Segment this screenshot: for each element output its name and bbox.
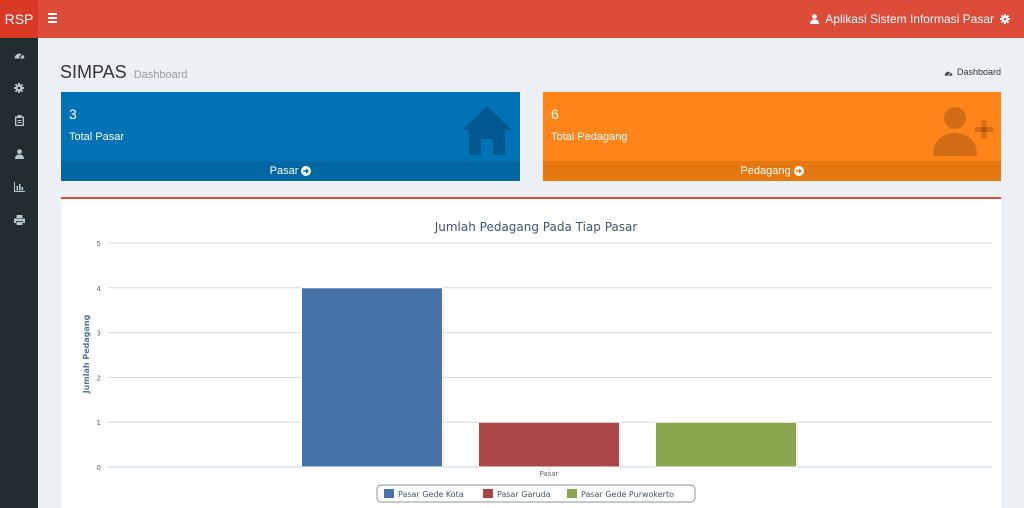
pedagang-label: Total Pedagang (551, 131, 628, 143)
home-icon (462, 106, 512, 155)
chart-legend-swatch (567, 489, 577, 498)
user-icon (810, 14, 820, 24)
chart-bar[interactable] (301, 287, 443, 468)
page-title-text: SIMPAS (60, 62, 127, 82)
info-box-pedagang: 6 Total Pedagang Pedagang (543, 92, 1001, 181)
chart-y-tick-label: 1 (97, 419, 101, 427)
chart-y-axis-label: Jumlah Pedagang (82, 314, 91, 394)
info-box-pasar: 3 Total Pasar Pasar (61, 92, 520, 181)
chart-legend: Pasar Gede Kota Pasar Garuda Pasar Gede Pu… (376, 484, 696, 503)
print-icon (13, 214, 25, 225)
chart-legend-swatch (483, 489, 493, 498)
user-icon (14, 148, 24, 159)
chart-y-tick-label: 2 (97, 374, 101, 382)
sidebar-item-settings[interactable] (0, 71, 38, 104)
dashboard-icon (944, 71, 953, 76)
chart-x-axis-label: Pasar (539, 470, 558, 478)
breadcrumb[interactable]: Dashboard (944, 67, 1001, 77)
pasar-count: 3 (69, 106, 77, 122)
pedagang-link-label: Pedagang (740, 165, 791, 177)
chart-y-tick-label: 3 (97, 330, 101, 338)
arrow-circle-right-icon (301, 166, 312, 176)
chart-legend-label[interactable]: Pasar Gede Purwokerto (581, 490, 674, 499)
chart-panel: Jumlah Pedagang Pada Tiap Pasar Jumlah P… (61, 197, 1001, 508)
sidebar-item-report[interactable] (0, 170, 38, 203)
pasar-label: Total Pasar (69, 131, 125, 143)
bar-chart-icon (13, 181, 25, 192)
clipboard-icon (14, 115, 24, 126)
sidebar-item-print[interactable] (0, 203, 38, 236)
sidebar-item-dashboard[interactable] (0, 38, 38, 71)
chart-legend-swatch (384, 489, 394, 498)
chart-bar[interactable] (655, 421, 797, 468)
page-title: SIMPAS Dashboard (60, 62, 188, 83)
pasar-link-label: Pasar (269, 165, 299, 177)
sidebar-item-data[interactable] (0, 104, 38, 137)
chart-y-tick-label: 5 (97, 240, 101, 248)
bar-chart: Jumlah Pedagang Pada Tiap Pasar Jumlah P… (82, 220, 992, 503)
chart-legend-label[interactable]: Pasar Garuda (497, 490, 551, 499)
arrow-circle-right-icon (793, 166, 804, 176)
user-plus-icon (933, 107, 993, 156)
chart-y-tick-label: 4 (97, 285, 102, 293)
pedagang-more-link[interactable]: Pedagang (543, 161, 1001, 181)
logo[interactable]: RSP (0, 0, 38, 38)
chart-legend-label[interactable]: Pasar Gede Kota (398, 490, 464, 499)
dashboard-icon (14, 53, 24, 59)
breadcrumb-label: Dashboard (956, 67, 1001, 77)
page-subtitle: Dashboard (133, 69, 188, 81)
chart-bar[interactable] (478, 421, 620, 468)
pedagang-count: 6 (551, 106, 559, 122)
user-menu[interactable]: Aplikasi Sistem Informasi Pasar (810, 0, 1010, 38)
gear-icon[interactable] (1000, 14, 1010, 24)
top-navbar: RSP Aplikasi Sistem Informasi Pasar (0, 0, 1024, 38)
chart-title: Jumlah Pedagang Pada Tiap Pasar (434, 220, 638, 234)
pasar-more-link[interactable]: Pasar (61, 161, 520, 181)
chart-legend-box (376, 484, 696, 503)
app-title: Aplikasi Sistem Informasi Pasar (825, 12, 994, 26)
sidebar (0, 38, 38, 508)
menu-toggle-icon[interactable] (48, 11, 58, 25)
gear-icon (14, 82, 24, 93)
sidebar-item-user[interactable] (0, 137, 38, 170)
chart-y-tick-label: 0 (97, 464, 101, 472)
